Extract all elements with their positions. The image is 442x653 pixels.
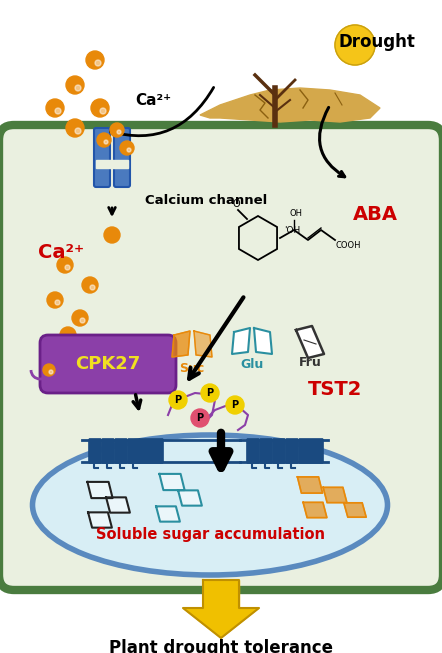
Circle shape bbox=[90, 285, 95, 290]
Text: O: O bbox=[232, 199, 240, 209]
Polygon shape bbox=[88, 513, 112, 528]
Text: Calcium channel: Calcium channel bbox=[145, 193, 267, 206]
Circle shape bbox=[55, 300, 60, 305]
Circle shape bbox=[104, 227, 120, 243]
Polygon shape bbox=[203, 580, 239, 608]
Circle shape bbox=[57, 257, 73, 273]
FancyBboxPatch shape bbox=[273, 439, 286, 464]
Polygon shape bbox=[323, 487, 347, 503]
Text: Ca²⁺: Ca²⁺ bbox=[38, 243, 84, 262]
Ellipse shape bbox=[33, 435, 388, 575]
Circle shape bbox=[66, 119, 84, 137]
FancyBboxPatch shape bbox=[150, 439, 164, 464]
Circle shape bbox=[201, 384, 219, 402]
Text: P: P bbox=[196, 413, 204, 423]
Circle shape bbox=[91, 99, 109, 117]
Circle shape bbox=[75, 128, 81, 134]
Text: OH: OH bbox=[290, 209, 303, 218]
Polygon shape bbox=[344, 503, 366, 517]
FancyBboxPatch shape bbox=[102, 439, 114, 464]
Circle shape bbox=[127, 148, 131, 152]
Text: ABA: ABA bbox=[353, 205, 397, 224]
Text: 'OH: 'OH bbox=[284, 226, 300, 235]
Polygon shape bbox=[200, 88, 380, 122]
Polygon shape bbox=[172, 331, 190, 357]
Circle shape bbox=[49, 370, 53, 374]
Polygon shape bbox=[296, 326, 324, 358]
Text: COOH: COOH bbox=[335, 241, 361, 250]
Circle shape bbox=[104, 140, 108, 144]
FancyBboxPatch shape bbox=[114, 128, 130, 187]
FancyBboxPatch shape bbox=[298, 439, 312, 464]
Text: P: P bbox=[206, 388, 213, 398]
Text: TST2: TST2 bbox=[308, 380, 362, 399]
Circle shape bbox=[95, 60, 101, 66]
Polygon shape bbox=[194, 331, 212, 357]
Circle shape bbox=[335, 25, 375, 65]
Polygon shape bbox=[178, 490, 202, 505]
Text: Soluble sugar accumulation: Soluble sugar accumulation bbox=[95, 528, 324, 543]
Circle shape bbox=[65, 265, 70, 270]
Circle shape bbox=[191, 409, 209, 427]
Circle shape bbox=[120, 141, 134, 155]
Polygon shape bbox=[106, 498, 130, 513]
Circle shape bbox=[55, 108, 61, 114]
FancyBboxPatch shape bbox=[88, 439, 102, 464]
Text: Drought: Drought bbox=[338, 33, 415, 51]
Text: Suc: Suc bbox=[179, 362, 205, 375]
Circle shape bbox=[82, 277, 98, 293]
FancyBboxPatch shape bbox=[286, 439, 298, 464]
Text: CPK27: CPK27 bbox=[76, 355, 141, 373]
Text: Plant drought tolerance: Plant drought tolerance bbox=[109, 639, 333, 653]
Circle shape bbox=[110, 123, 124, 137]
Circle shape bbox=[86, 51, 104, 69]
FancyBboxPatch shape bbox=[114, 439, 127, 464]
Polygon shape bbox=[232, 328, 250, 354]
Polygon shape bbox=[183, 608, 259, 638]
Circle shape bbox=[72, 310, 88, 326]
Circle shape bbox=[117, 130, 121, 134]
FancyBboxPatch shape bbox=[247, 439, 259, 464]
FancyBboxPatch shape bbox=[94, 128, 110, 187]
Text: Ca²⁺: Ca²⁺ bbox=[135, 93, 171, 108]
Polygon shape bbox=[303, 502, 327, 518]
FancyBboxPatch shape bbox=[40, 335, 176, 393]
Polygon shape bbox=[297, 477, 323, 493]
FancyBboxPatch shape bbox=[259, 439, 273, 464]
Circle shape bbox=[100, 108, 106, 114]
Circle shape bbox=[46, 99, 64, 117]
Circle shape bbox=[68, 335, 73, 340]
FancyBboxPatch shape bbox=[0, 125, 442, 590]
Polygon shape bbox=[156, 506, 180, 522]
FancyBboxPatch shape bbox=[138, 439, 152, 464]
Circle shape bbox=[226, 396, 244, 414]
Circle shape bbox=[43, 364, 55, 376]
Polygon shape bbox=[88, 482, 113, 498]
Polygon shape bbox=[254, 328, 272, 354]
Circle shape bbox=[47, 292, 63, 308]
Circle shape bbox=[60, 327, 76, 343]
Text: Fru: Fru bbox=[299, 356, 321, 369]
Polygon shape bbox=[96, 160, 128, 168]
Text: Glu: Glu bbox=[240, 358, 263, 371]
Polygon shape bbox=[160, 474, 185, 490]
Circle shape bbox=[97, 133, 111, 147]
Text: P: P bbox=[232, 400, 239, 410]
Text: P: P bbox=[175, 395, 182, 405]
Circle shape bbox=[66, 76, 84, 94]
FancyBboxPatch shape bbox=[310, 439, 324, 464]
Circle shape bbox=[75, 85, 81, 91]
Circle shape bbox=[169, 391, 187, 409]
FancyBboxPatch shape bbox=[127, 439, 141, 464]
Circle shape bbox=[80, 318, 85, 323]
